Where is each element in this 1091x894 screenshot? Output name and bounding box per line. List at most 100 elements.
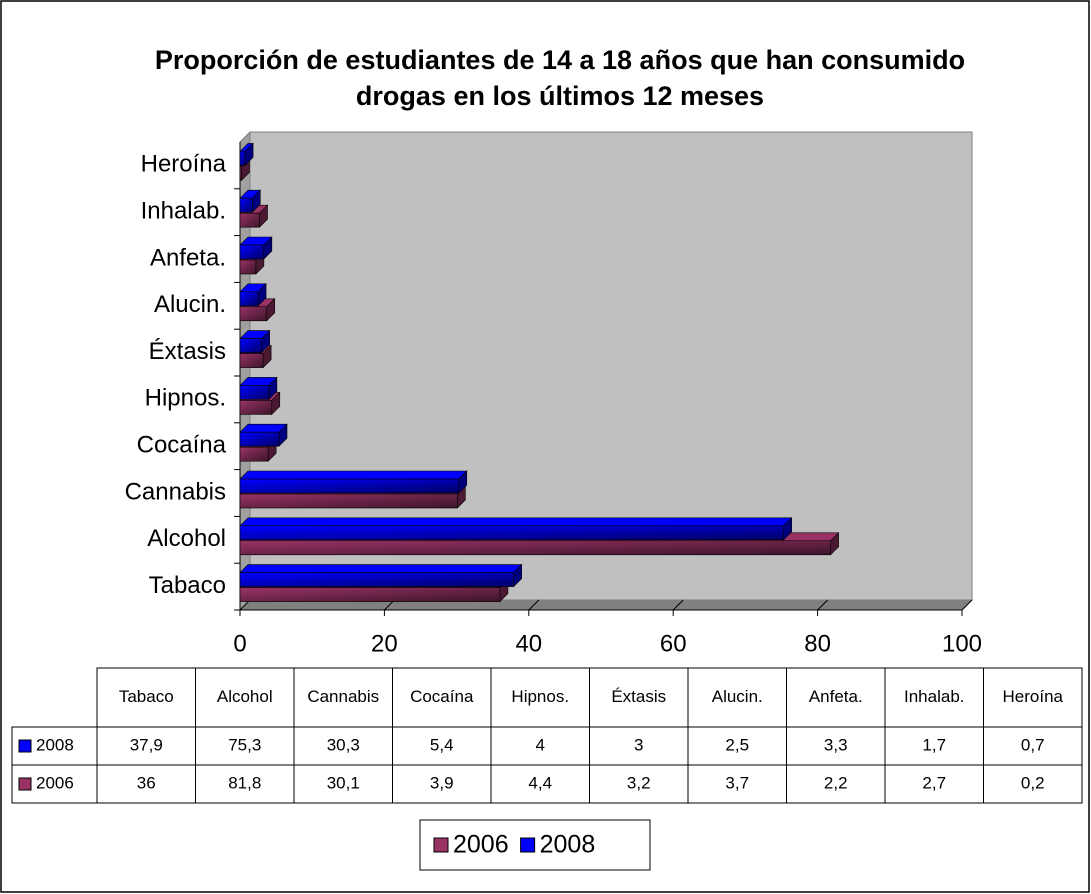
bar-front-shade (240, 198, 253, 213)
bar-front-shade (240, 151, 246, 166)
bar-side-shade (263, 345, 272, 368)
table-header-cell: Alcohol (217, 687, 273, 706)
bar-front-shade (240, 494, 458, 508)
table-cell: 3,3 (824, 735, 848, 754)
table-cell: 2,5 (725, 735, 749, 754)
table-key (18, 777, 32, 791)
x-tick-label: 60 (660, 630, 687, 657)
y-tick-label: Anfeta. (150, 244, 226, 271)
bar (239, 283, 267, 307)
y-tick-label: Alucin. (154, 291, 226, 318)
y-tick-label: Inhalab. (141, 198, 226, 225)
y-tick-label: Hipnos. (145, 385, 226, 412)
table-cell: 3,9 (430, 773, 454, 792)
bar-side-shade (263, 237, 272, 259)
bar-front-shade (240, 213, 260, 228)
x-tick-label: 100 (942, 630, 982, 657)
grid-line (528, 599, 540, 611)
table-cell: 3,7 (725, 773, 749, 792)
x-tick-label: 0 (233, 630, 246, 657)
y-tick-label: Alcohol (147, 525, 226, 552)
grid-line (817, 599, 828, 611)
bar-front-shade (240, 479, 459, 493)
bar-front-shade (240, 260, 256, 274)
chart-title: Proporción de estudiantes de 14 a 18 año… (154, 45, 966, 111)
table-header-cell: Alucin. (712, 687, 763, 706)
bar (239, 329, 271, 354)
table-header-cell: Cocaína (410, 687, 474, 706)
legend-key (433, 837, 449, 853)
bar (239, 376, 278, 401)
bar-front-shade (240, 291, 259, 306)
bar-side-shade (457, 486, 466, 508)
y-tick-label: Cannabis (125, 478, 226, 505)
bar (239, 517, 793, 541)
table-row-label: 2006 (36, 773, 74, 792)
table-cell: 30,1 (327, 773, 360, 792)
bar-front-shade (240, 338, 262, 353)
table-cell: 36 (137, 773, 156, 792)
table-header-cell: Cannabis (307, 687, 379, 706)
bar-side-shade (258, 283, 267, 306)
y-tick-label: Éxtasis (149, 338, 226, 365)
legend-label: 2006 (453, 831, 509, 859)
legend-key (520, 837, 536, 853)
bar-side-shade (458, 471, 467, 493)
bar-top (239, 517, 793, 527)
bar (239, 142, 254, 167)
table-cell: 37,9 (130, 735, 163, 754)
legend-label: 2008 (540, 831, 596, 859)
x-tick-label: 80 (804, 630, 831, 657)
bar-side-shade (261, 330, 270, 353)
table-cell: 1,7 (922, 735, 946, 754)
table-cell: 81,8 (228, 773, 261, 792)
bar-front-shade (240, 540, 831, 555)
bar-front-shade (240, 306, 267, 321)
y-tick-label: Heroína (141, 151, 227, 178)
table-cell: 4,4 (528, 773, 552, 792)
bar-side-shade (830, 532, 839, 555)
bar-front-shade (240, 587, 500, 602)
bar (239, 189, 261, 213)
bar-side-shade (259, 205, 268, 228)
grid-line (961, 599, 973, 611)
table-header-cell: Hipnos. (511, 687, 569, 706)
table-key (18, 739, 32, 753)
bar-side-shade (513, 564, 522, 587)
bar-front-shade (240, 245, 264, 259)
y-tick-label: Tabaco (149, 572, 226, 599)
bar-top (239, 564, 523, 573)
y-tick-label: Cocaína (137, 432, 227, 459)
table-cell: 2,7 (922, 773, 946, 792)
bar-side-shade (266, 298, 275, 321)
bar-side-shade (252, 190, 261, 213)
bar-top (239, 470, 468, 480)
bar-front-shade (240, 432, 279, 447)
bar-side-shade (241, 158, 250, 181)
table-cell: 30,3 (327, 735, 360, 754)
bar-front-shade (240, 400, 272, 415)
table-cell: 0,7 (1021, 735, 1045, 754)
bar (239, 236, 273, 260)
table-cell: 0,2 (1021, 773, 1045, 792)
bar-side-shade (271, 392, 280, 415)
table-header-cell: Heroína (1003, 687, 1064, 706)
bar-front-shade (240, 385, 269, 400)
bar-front-shade (240, 166, 242, 181)
table-row-label: 2008 (36, 735, 74, 754)
bar (239, 423, 288, 447)
bar-front-shade (240, 525, 784, 540)
bar (239, 204, 269, 228)
bar-side-shade (245, 143, 254, 166)
grid-line (672, 599, 684, 611)
table-cell: 3 (634, 735, 643, 754)
table-header-cell: Éxtasis (611, 687, 666, 706)
bar (239, 470, 468, 494)
x-tick-label: 20 (371, 630, 398, 657)
table-header-cell: Tabaco (119, 687, 174, 706)
table-cell: 3,2 (627, 773, 651, 792)
table-cell: 4 (536, 735, 545, 754)
bar-front-shade (240, 353, 264, 368)
